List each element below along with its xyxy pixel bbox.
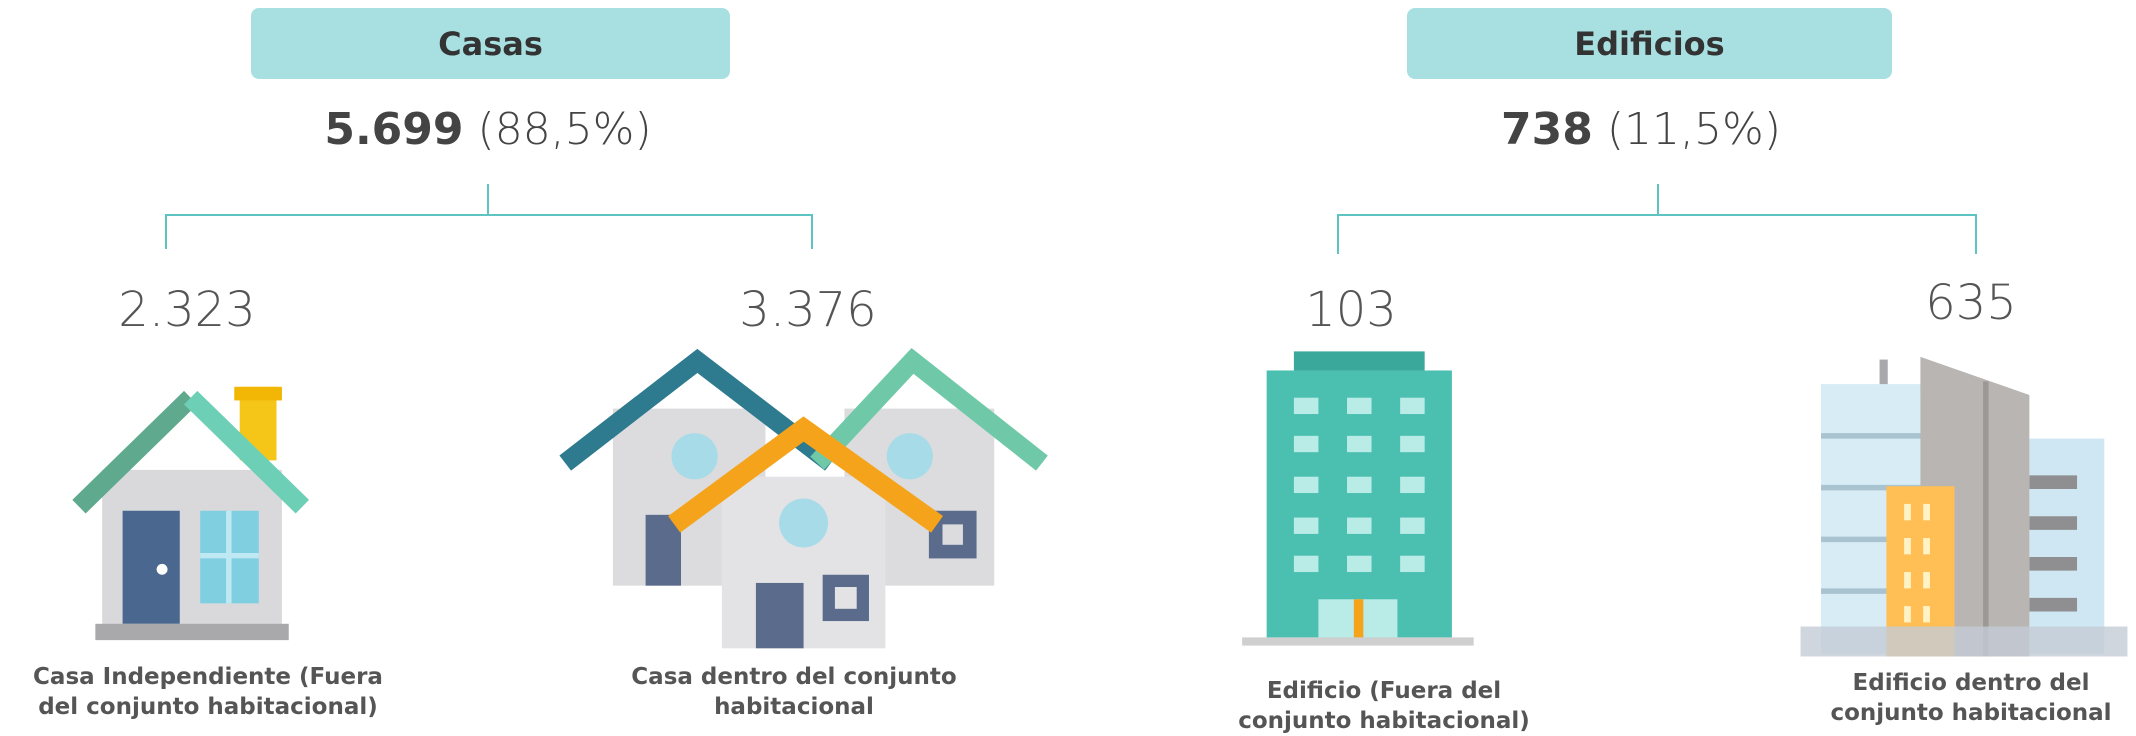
item-label: Edificio (Fuera del conjunto habitaciona…	[1219, 676, 1549, 736]
total-value: 738	[1501, 104, 1593, 155]
buildings-icon	[1801, 357, 2128, 657]
bracket	[1338, 184, 1976, 254]
house-icon	[79, 387, 302, 640]
item-label: Edificio dentro del conjunto habitaciona…	[1811, 668, 2131, 728]
brackets	[166, 184, 1976, 254]
group-total: 5.699 (88,5%)	[288, 104, 688, 155]
total-share: (11,5%)	[1607, 104, 1781, 155]
item-value: 635	[1871, 275, 2071, 331]
group-total: 738 (11,5%)	[1441, 104, 1841, 155]
bracket	[166, 184, 812, 249]
total-value: 5.699	[324, 104, 463, 155]
group-title: Edificios	[1407, 8, 1892, 79]
total-share: (88,5%)	[478, 104, 652, 155]
group-title: Casas	[251, 8, 730, 79]
item-value: 103	[1251, 282, 1451, 338]
houses-icon	[565, 361, 1042, 648]
item-label: Casa dentro del conjunto habitacional	[614, 662, 974, 722]
item-value: 2.323	[87, 282, 287, 338]
page: Casas 5.699 (88,5%) 2.323 3.376 Casa Ind…	[0, 0, 2136, 736]
item-label: Casa Independiente (Fuera del conjunto h…	[28, 662, 388, 722]
item-value: 3.376	[708, 282, 908, 338]
building-icon	[1242, 351, 1474, 645]
